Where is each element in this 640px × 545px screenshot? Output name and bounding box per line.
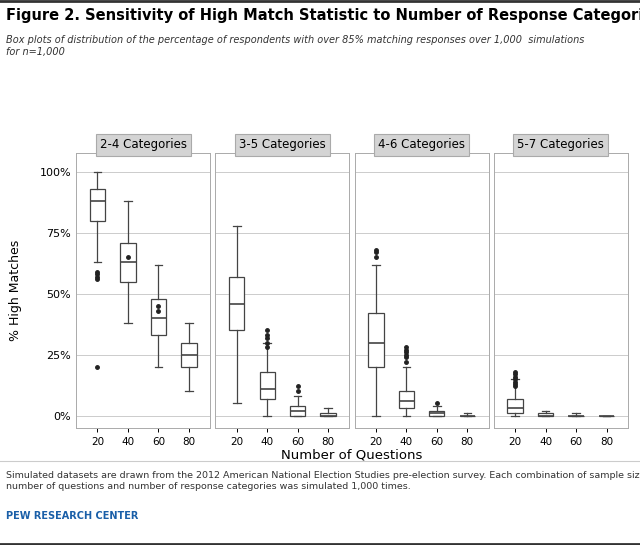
Text: Box plots of distribution of the percentage of respondents with over 85% matchin: Box plots of distribution of the percent…	[6, 35, 585, 57]
PathPatch shape	[538, 413, 553, 416]
Text: Simulated datasets are drawn from the 2012 American National Election Studies pr: Simulated datasets are drawn from the 20…	[6, 471, 640, 491]
Text: % High Matches: % High Matches	[10, 240, 22, 341]
PathPatch shape	[429, 411, 444, 416]
PathPatch shape	[90, 189, 105, 221]
PathPatch shape	[229, 277, 244, 330]
PathPatch shape	[290, 406, 305, 416]
Text: PEW RESEARCH CENTER: PEW RESEARCH CENTER	[6, 511, 139, 521]
Text: Figure 2. Sensitivity of High Match Statistic to Number of Response Categories: Figure 2. Sensitivity of High Match Stat…	[6, 8, 640, 23]
PathPatch shape	[151, 299, 166, 335]
Text: Number of Questions: Number of Questions	[282, 449, 422, 462]
Title: 3-5 Categories: 3-5 Categories	[239, 138, 326, 152]
PathPatch shape	[399, 391, 414, 408]
Title: 2-4 Categories: 2-4 Categories	[100, 138, 187, 152]
Title: 5-7 Categories: 5-7 Categories	[517, 138, 604, 152]
PathPatch shape	[508, 398, 523, 413]
Title: 4-6 Categories: 4-6 Categories	[378, 138, 465, 152]
PathPatch shape	[260, 372, 275, 398]
PathPatch shape	[120, 243, 136, 282]
PathPatch shape	[321, 413, 336, 416]
PathPatch shape	[368, 313, 383, 367]
PathPatch shape	[181, 343, 196, 367]
